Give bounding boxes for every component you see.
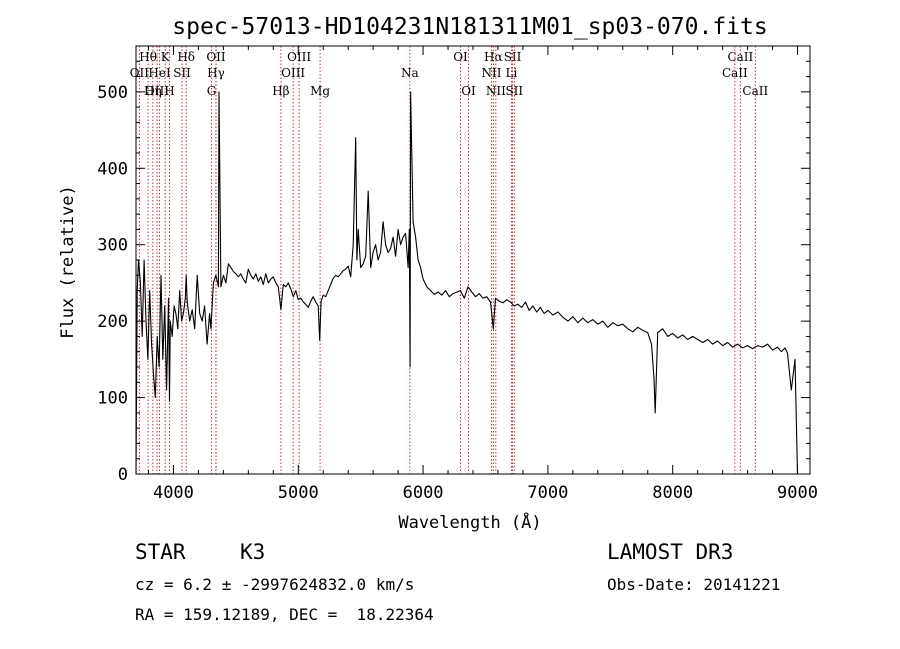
x-tick-label-4: 8000	[652, 483, 693, 503]
line-label-22: Li	[506, 66, 518, 80]
line-label-19: Hα	[484, 50, 503, 64]
y-tick-label-3: 300	[97, 236, 128, 256]
x-tick-label-5: 9000	[777, 483, 818, 503]
subclass: K3	[240, 540, 266, 564]
redshift-readout: cz = 6.2 ± -2997624832.0 km/s	[135, 575, 415, 594]
line-label-7: SII	[173, 66, 191, 80]
object-class: STAR	[135, 540, 186, 564]
y-tick-label-1: 100	[97, 389, 128, 409]
y-tick-label-5: 500	[97, 83, 128, 103]
x-axis-label: Wavelength (Å)	[398, 511, 541, 533]
line-label-12: OIII	[287, 50, 311, 64]
line-label-4: K	[161, 50, 171, 64]
line-label-6: H	[164, 84, 174, 98]
chart-title: spec-57013-HD104231N181311M01_sp03-070.f…	[172, 14, 767, 40]
line-label-2: OIII	[145, 84, 169, 98]
line-label-17: OI	[453, 50, 468, 64]
line-label-5: HeI	[148, 66, 171, 80]
line-label-11: G	[207, 84, 217, 98]
survey-name: LAMOST DR3	[607, 540, 734, 564]
plot-frame	[135, 45, 811, 475]
x-tick-label-2: 6000	[403, 483, 444, 503]
line-label-18: OI	[461, 84, 476, 98]
x-tick-label-1: 5000	[278, 483, 319, 503]
y-tick-label-2: 200	[97, 312, 128, 332]
line-label-16: Na	[401, 66, 419, 80]
x-tick-label-3: 7000	[527, 483, 568, 503]
line-label-8: Hδ	[177, 50, 195, 64]
line-label-25: CaII	[727, 50, 753, 64]
observation-date: Obs-Date: 20141221	[607, 575, 781, 594]
line-label-0: Hθ	[139, 50, 157, 64]
line-label-10: Hγ	[207, 66, 225, 80]
line-label-13: OIII	[281, 66, 305, 80]
axes-frame	[135, 45, 811, 475]
y-axis-label: Flux (relative)	[58, 185, 78, 339]
line-label-27: CaII	[742, 84, 768, 98]
y-tick-label-0: 0	[118, 465, 128, 485]
x-tick-label-0: 4000	[153, 483, 194, 503]
line-label-26: CaII	[722, 66, 748, 80]
line-label-23: NII	[486, 84, 506, 98]
series-spectrum	[135, 91, 799, 475]
coordinates-readout: RA = 159.12189, DEC = 18.22364	[135, 605, 434, 624]
line-label-15: Mg	[310, 84, 330, 98]
line-label-1: OII	[130, 66, 150, 80]
line-label-3: Hη	[144, 84, 162, 98]
line-label-20: SII	[504, 50, 522, 64]
line-label-24: SII	[505, 84, 523, 98]
y-tick-label-4: 400	[97, 159, 128, 179]
line-label-14: Hβ	[272, 84, 289, 98]
line-label-21: NII	[481, 66, 501, 80]
axis-ticks: 4000 5000 6000 7000 8000 9000 0 100 200 300 400 500	[97, 46, 818, 503]
